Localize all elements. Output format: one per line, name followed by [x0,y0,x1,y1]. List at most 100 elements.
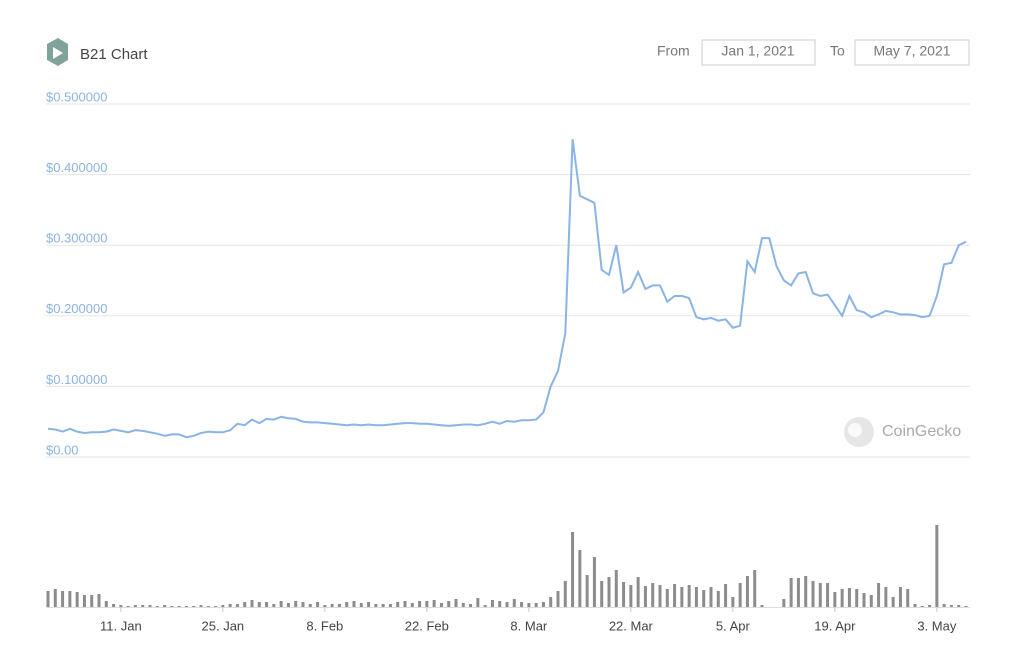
x-tick-label: 5. Apr [716,618,751,633]
volume-bar [760,605,764,607]
volume-bar [367,602,371,607]
volume-bar [439,603,443,607]
volume-bar [170,606,174,607]
to-input[interactable] [854,39,970,66]
volume-bar [534,603,538,607]
volume-bar [301,602,305,607]
volume-bar [148,605,152,607]
volume-bar [490,600,494,607]
volume-bar [82,595,86,607]
volume-bar [294,601,298,607]
y-tick-label: $0.400000 [46,160,107,175]
volume-bar [753,570,757,607]
volume-bar [709,587,713,607]
x-tick-label: 8. Feb [306,618,343,633]
to-date[interactable]: May 7, 2021 [873,43,950,59]
volume-bar [61,591,65,607]
volume-bar [381,604,385,607]
volume-bar [345,602,349,607]
volume-bar [133,605,137,607]
volume-bar [614,570,618,607]
volume-bar [483,605,487,607]
volume-bar [928,605,932,607]
volume-bar [46,591,50,607]
from-input[interactable] [701,39,816,66]
volume-bar [629,585,633,607]
volume-bar [214,606,218,607]
volume-bar [155,606,159,607]
volume-bar [702,590,706,607]
volume-bar [163,605,167,607]
volume-bar [585,575,589,607]
volume-bar [804,576,808,607]
volume-bar [906,589,910,607]
volume-bar [855,589,859,607]
volume-bar [877,583,881,607]
price-line [47,139,967,439]
y-tick-label: $0.500000 [46,89,107,104]
volume-bar [192,606,196,607]
y-tick-label: $0.200000 [46,301,107,316]
volume-bar [505,602,509,607]
volume-bar [396,602,400,607]
volume-bar [898,587,902,607]
volume-bar [527,603,531,607]
volume-bar [578,550,582,607]
volume-bar [235,604,239,607]
volume-bar [308,604,312,607]
volume-bar [199,605,203,607]
volume-bar [454,599,458,607]
volume-bar [418,601,422,607]
y-tick-label: $0.00 [46,442,79,457]
volume-bar [658,585,662,607]
volume-bar [862,593,866,607]
volume-bar [891,597,895,607]
volume-bar [549,597,553,607]
volume-bar [592,557,596,607]
volume-bar [447,601,451,607]
volume-bar [221,605,225,607]
volume-bar [410,603,414,607]
volume-bar [607,577,611,607]
volume-bar [90,595,94,607]
volume-bar [520,602,524,607]
volume-bar [724,584,728,607]
volume-bar [53,589,57,607]
volume-bar [425,601,429,607]
volume-bar [177,606,181,607]
volume-bar [141,605,145,607]
volume-bar [665,589,669,607]
volume-bar [330,604,334,607]
volume-bar [935,525,939,607]
volume-bar [600,581,604,607]
volume-bar [964,606,968,607]
chart-title: B21 Chart [80,46,148,63]
volume-bar [563,581,567,607]
from-label: From [657,43,690,59]
volume-bar [286,603,290,607]
volume-bar [869,595,873,607]
volume-bar [673,584,677,607]
volume-bar [745,576,749,607]
x-tick-label: 22. Feb [405,618,449,633]
volume-bar [643,586,647,607]
x-tick-label: 22. Mar [609,618,654,633]
volume-bar [694,587,698,607]
volume-bar [651,583,655,607]
volume-bar [352,601,356,607]
volume-bar [184,606,188,607]
volume-bar [942,604,946,607]
from-date[interactable]: Jan 1, 2021 [721,43,794,59]
volume-bar [636,577,640,607]
volume-bar [498,601,502,607]
volume-bar [687,585,691,607]
volume-bar [250,600,254,607]
volume-bar [680,587,684,607]
volume-bar [833,592,837,607]
volume-bar [571,532,575,607]
volume-bar [716,591,720,607]
volume-bar [826,583,830,607]
to-label: To [830,43,845,59]
volume-bar [97,594,101,607]
